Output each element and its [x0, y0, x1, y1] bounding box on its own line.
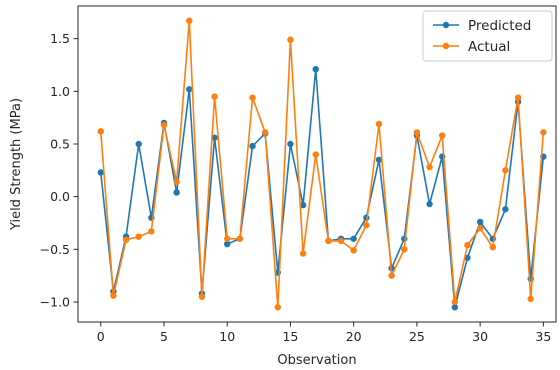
- data-point-predicted: [224, 240, 231, 248]
- plot-area: [97, 17, 547, 311]
- data-point-predicted: [287, 140, 294, 148]
- data-point-actual: [160, 121, 168, 129]
- x-axis-label: Observation: [277, 353, 356, 368]
- data-point-actual: [489, 244, 496, 251]
- data-point-predicted: [375, 156, 383, 163]
- data-point-actual: [211, 93, 218, 100]
- data-point-predicted: [451, 304, 459, 311]
- y-tick-label: −1.0: [40, 294, 70, 309]
- data-point-actual: [426, 163, 433, 171]
- data-point-actual: [299, 250, 307, 257]
- data-point-actual: [375, 120, 383, 128]
- data-point-actual: [97, 128, 104, 135]
- y-tick-label: 0.0: [50, 189, 70, 204]
- data-point-actual: [224, 235, 231, 242]
- data-point-predicted: [401, 235, 408, 242]
- data-point-actual: [363, 221, 370, 229]
- x-tick-label: 30: [472, 329, 488, 344]
- data-point-actual: [527, 295, 534, 303]
- x-tick-label: 0: [97, 329, 105, 344]
- data-point-actual: [110, 292, 117, 299]
- y-axis-label: Yield Strength (MPa): [9, 98, 24, 231]
- data-point-actual: [438, 132, 446, 139]
- data-point-actual: [249, 94, 256, 101]
- data-point-predicted: [249, 142, 256, 150]
- legend-marker-predicted: [442, 21, 450, 29]
- data-point-actual: [236, 235, 244, 242]
- x-tick-label: 20: [346, 329, 362, 344]
- data-point-predicted: [299, 201, 307, 209]
- data-point-predicted: [211, 134, 218, 141]
- data-point-actual: [337, 237, 345, 245]
- data-point-actual: [312, 151, 319, 158]
- data-point-actual: [451, 298, 459, 306]
- data-point-predicted: [426, 200, 433, 208]
- data-point-actual: [540, 129, 547, 136]
- data-point-predicted: [97, 169, 104, 176]
- y-tick-label: −0.5: [40, 242, 70, 257]
- legend-label-predicted: Predicted: [468, 18, 531, 34]
- x-tick-label: 10: [219, 329, 235, 344]
- y-tick-label: 0.5: [50, 136, 70, 151]
- x-tick-label: 5: [160, 329, 168, 344]
- data-point-actual: [135, 233, 142, 240]
- data-point-actual: [350, 247, 357, 254]
- data-point-actual: [464, 241, 471, 249]
- data-point-actual: [514, 94, 522, 101]
- data-point-actual: [186, 17, 193, 24]
- x-tick-label: 15: [282, 329, 298, 344]
- legend-marker-actual: [442, 42, 450, 50]
- legend-label-actual: Actual: [468, 39, 510, 55]
- data-point-predicted: [464, 254, 471, 261]
- legend: Predicted Actual: [422, 10, 553, 62]
- data-point-actual: [287, 36, 294, 43]
- data-point-predicted: [312, 66, 319, 73]
- plot-frame: [77, 5, 557, 323]
- x-tick-label: 25: [409, 329, 425, 344]
- data-point-predicted: [173, 189, 180, 196]
- data-point-predicted: [135, 140, 142, 148]
- data-point-actual: [413, 129, 421, 136]
- series-line-actual: [99, 19, 545, 309]
- data-point-actual: [173, 178, 180, 186]
- data-point-actual: [274, 304, 281, 311]
- data-point-actual: [122, 236, 130, 244]
- data-point-predicted: [186, 86, 193, 93]
- data-point-predicted: [476, 218, 484, 226]
- data-point-actual: [401, 246, 408, 253]
- data-point-predicted: [350, 235, 357, 242]
- legend-box: [422, 10, 553, 62]
- data-point-actual: [261, 129, 269, 136]
- x-tick-label: 35: [535, 329, 551, 344]
- data-point-actual: [325, 237, 332, 245]
- data-point-actual: [476, 225, 484, 232]
- data-point-actual: [388, 272, 395, 279]
- series-line-predicted: [99, 68, 545, 309]
- axes: 0 5 10 15 20 25 30 35 −1.0 −0.5 0.0 0.5 1.0 1.5: [40, 5, 557, 344]
- data-point-actual: [148, 228, 155, 235]
- y-tick-label: 1.0: [50, 84, 70, 99]
- data-point-actual: [198, 293, 206, 300]
- data-point-predicted: [502, 206, 509, 213]
- y-tick-label: 1.5: [50, 31, 70, 46]
- data-point-actual: [502, 167, 509, 174]
